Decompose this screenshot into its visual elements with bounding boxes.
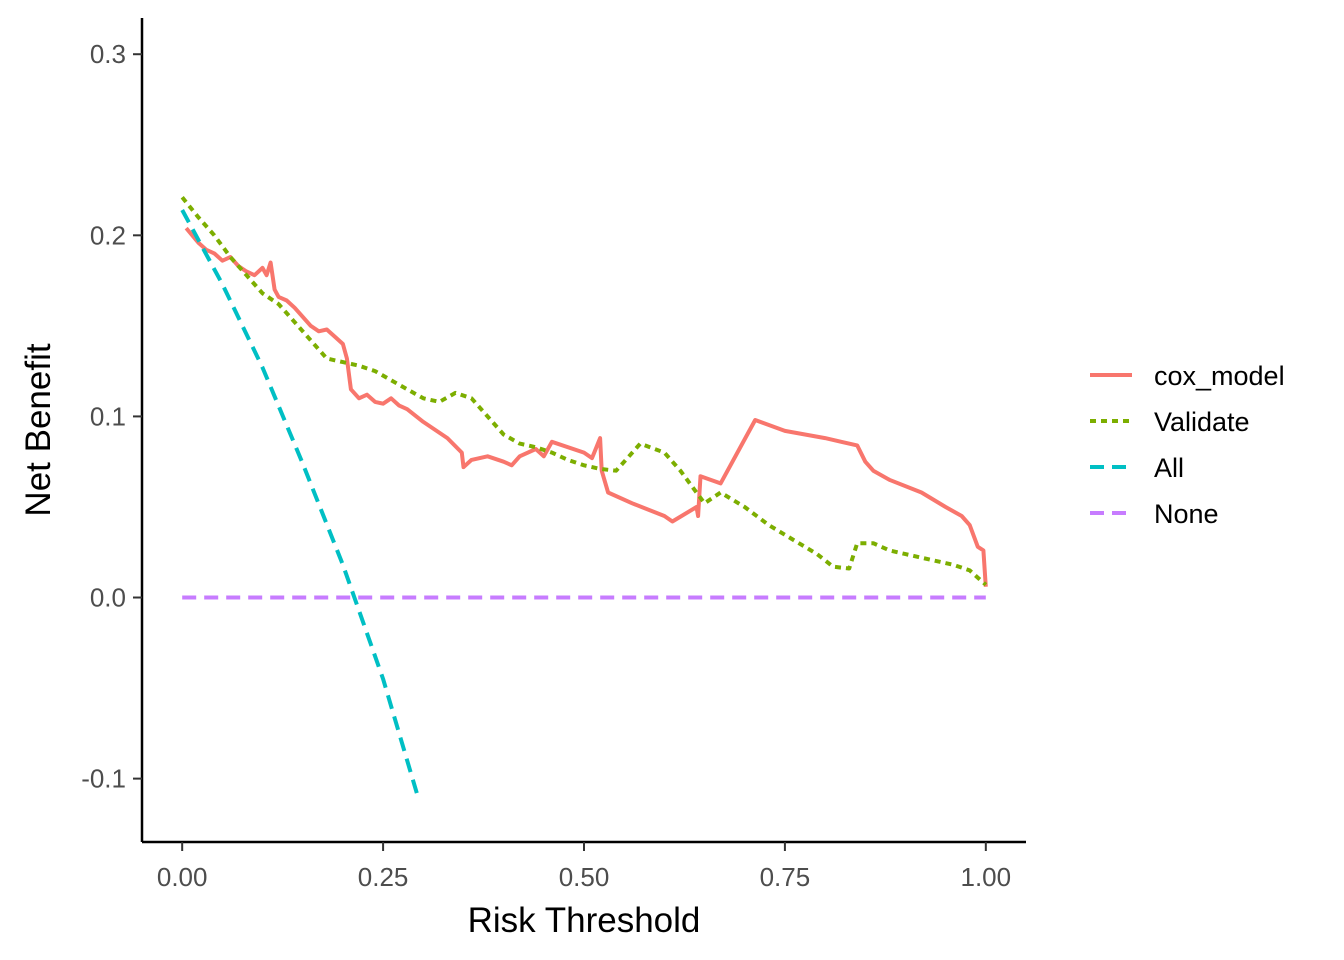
- y-tick-label: 0.1: [90, 401, 126, 431]
- x-tick-label: 1.00: [961, 862, 1012, 892]
- plot-lines: [180, 196, 988, 794]
- y-axis-title: Net Benefit: [19, 343, 58, 516]
- axes: 0.00 0.25 0.50 0.75 1.00 -0.1 0.0 0.1 0.2 0.3: [81, 18, 1026, 892]
- x-tick-label: 0.25: [358, 862, 409, 892]
- x-tick-label: 0.00: [157, 862, 208, 892]
- legend: cox_model Validate All None: [1090, 361, 1285, 529]
- series-line-validate: [180, 196, 988, 587]
- y-tick-label: 0.0: [90, 583, 126, 613]
- x-tick-label: 0.75: [760, 862, 811, 892]
- legend-label-all: All: [1154, 453, 1184, 483]
- y-tick-label: 0.2: [90, 220, 126, 250]
- legend-label-none: None: [1154, 499, 1219, 529]
- y-tick-label: -0.1: [81, 764, 126, 794]
- x-tick-label: 0.50: [559, 862, 610, 892]
- series-line-cox-model: [184, 226, 988, 587]
- legend-label-cox-model: cox_model: [1154, 361, 1285, 391]
- series-line-all: [180, 209, 419, 794]
- y-tick-label: 0.3: [90, 39, 126, 69]
- legend-label-validate: Validate: [1154, 407, 1250, 437]
- x-axis-title: Risk Threshold: [468, 901, 701, 940]
